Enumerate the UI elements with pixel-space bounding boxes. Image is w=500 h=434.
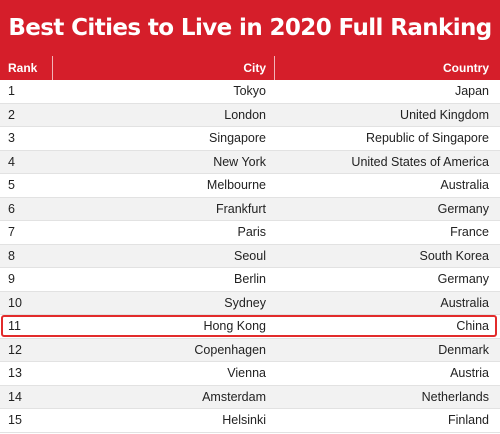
cell-city: Helsinki [222,413,266,427]
cell-country: Japan [454,84,489,98]
cell-rank: 13 [8,366,22,380]
cell-rank: 12 [8,342,22,357]
table-row: 13 Vienna Austria [0,362,500,386]
cell-country: Netherlands [421,389,489,404]
table-header: Rank City Country [0,56,500,80]
table-row: 10 Sydney Australia [0,291,500,315]
cell-city: Seoul [234,248,266,263]
table-row: 1 Tokyo Japan [0,80,500,104]
cell-country: Germany [437,201,489,216]
cell-rank: 8 [8,248,15,263]
cell-country: France [450,225,489,239]
cell-country: Australia [440,178,489,192]
cell-city: Amsterdam [202,389,266,404]
cell-city: Singapore [209,131,266,145]
cell-country: Republic of Singapore [366,131,489,145]
table-row: 5 Melbourne Australia [0,174,500,198]
cell-rank: 9 [8,272,15,286]
table-row: 9 Berlin Germany [0,268,500,292]
cell-city: Tokyo [233,84,266,98]
cell-rank: 2 [8,107,15,122]
cell-rank: 14 [8,389,22,404]
cell-rank: 11 [8,319,21,333]
cell-city: Frankfurt [215,201,266,216]
cell-country: United Kingdom [400,107,489,122]
cell-rank: 10 [8,295,22,310]
cell-country: Germany [437,272,489,286]
table-row: 11 Hong Kong China [0,315,500,339]
title-bar: Best Cities to Live in 2020 Full Ranking [0,0,500,56]
cell-country: South Korea [419,248,490,263]
column-divider [52,56,53,80]
cell-city: Hong Kong [203,319,266,333]
cell-rank: 6 [8,201,15,216]
table-row: 14 Amsterdam Netherlands [0,385,500,409]
table-row: 15 Helsinki Finland [0,409,500,433]
cell-rank: 15 [8,413,22,427]
cell-country: United States of America [351,154,489,169]
table-row: 3 Singapore Republic of Singapore [0,127,500,151]
cell-rank: 3 [8,131,15,145]
cell-city: Berlin [234,272,266,286]
cell-country: Australia [440,295,489,310]
cell-city: Melbourne [206,178,266,192]
table-row: 2 London United Kingdom [0,103,500,127]
cell-country: Denmark [438,342,489,357]
column-divider [274,56,275,80]
table-row: 8 Seoul South Korea [0,244,500,268]
cell-rank: 1 [8,84,15,98]
cell-city: Copenhagen [194,342,266,357]
cell-country: Austria [450,366,489,380]
column-header-country: Country [443,61,489,75]
cell-rank: 7 [8,225,15,239]
cell-country: Finland [448,413,489,427]
table-row: 12 Copenhagen Denmark [0,338,500,362]
cell-city: Paris [237,225,266,239]
table-row: 7 Paris France [0,221,500,245]
cell-city: New York [213,154,266,169]
table-row: 6 Frankfurt Germany [0,197,500,221]
column-header-rank: Rank [8,61,38,75]
cell-city: Vienna [227,366,266,380]
table-body: 1 Tokyo Japan 2 London United Kingdom 3 Singapo… [0,80,500,433]
cell-rank: 5 [8,178,15,192]
column-header-city: City [243,61,266,75]
table-row: 4 New York United States of America [0,150,500,174]
cell-country: China [456,319,489,333]
cell-city: London [224,107,266,122]
page-title: Best Cities to Live in 2020 Full Ranking [8,15,492,41]
cell-city: Sydney [224,295,266,310]
cell-rank: 4 [8,154,15,169]
